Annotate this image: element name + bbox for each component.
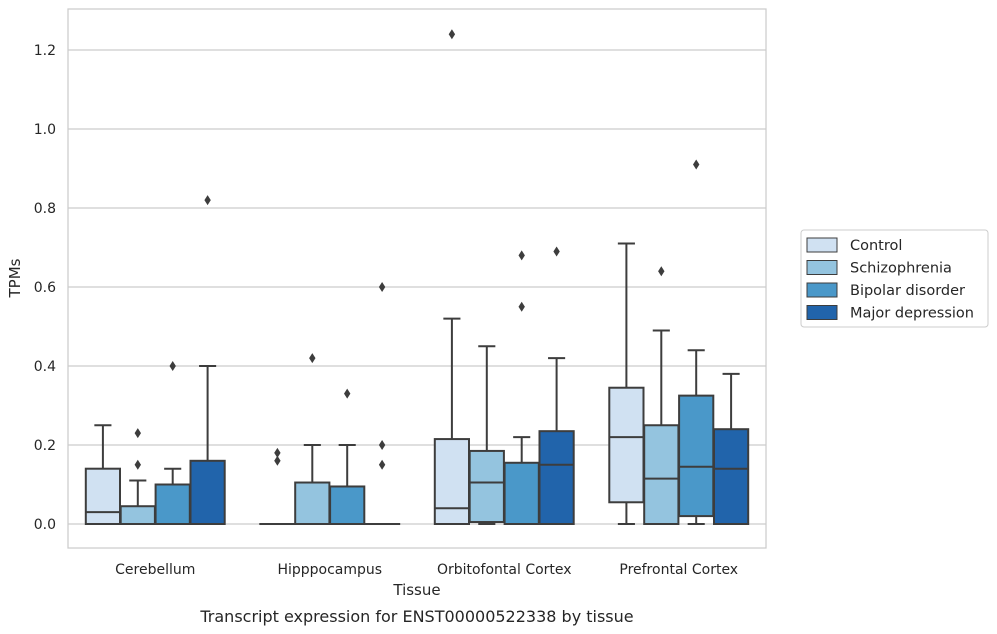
legend-swatch [806,260,838,275]
box-body [189,459,226,525]
box-3-0 [608,242,645,525]
legend-swatch [806,305,838,320]
y-tick-label: 0.8 [34,201,56,217]
box-2-1 [468,345,505,525]
box-3-3 [712,372,750,526]
outlier-point [378,459,386,470]
x-tick-labels: Cerebellum Hipppocampus Orbitofontal Corte… [115,562,738,578]
legend-label: Control [850,238,902,254]
box-1-2 [329,388,366,526]
x-axis-label: Tissue [392,581,440,599]
box-2-2 [503,250,540,525]
outlier-point [378,282,386,292]
box-body [329,485,366,526]
box-0-3 [189,195,226,525]
outlier-point [274,455,281,466]
box-body [643,424,680,525]
y-tick-label: 0.0 [34,517,56,533]
legend-label: Schizophrenia [850,261,952,277]
box-0-1 [119,428,156,526]
outlier-point [553,246,560,257]
x-tick-label: Prefrontal Cortex [619,562,738,578]
outlier-point [134,428,141,439]
y-tick-labels: 0.0 0.2 0.4 0.6 0.8 1.0 1.2 [34,43,56,533]
box-body [433,438,471,526]
y-tick-label: 0.6 [34,280,56,296]
y-tick-label: 0.4 [34,359,56,375]
legend: Control Schizophrenia Bipolar disorder Majo… [800,229,989,328]
box-3-1 [643,266,680,525]
y-tick-label: 1.2 [34,43,56,59]
x-tick-label: Orbitofontal Cortex [437,562,572,578]
box-body [119,505,156,526]
y-tick-label: 1.0 [34,122,56,138]
outlier-point [378,440,386,450]
outlier-point [274,447,281,458]
box-1-1 [294,353,331,525]
box-body [84,467,122,526]
outlier-point [658,266,665,277]
box-0-0 [84,424,122,526]
outlier-point [518,250,525,261]
boxes [84,29,750,526]
legend-swatch [806,282,838,298]
box-2-3 [538,246,575,525]
box-3-2 [678,159,715,525]
box-body [608,386,645,504]
outlier-point [169,361,176,371]
outlier-point [518,301,525,312]
outlier-point [693,159,700,170]
y-axis-label: TPMs [6,258,24,298]
box-body [154,483,191,525]
box-1-3 [363,282,401,526]
box-body [294,481,331,525]
box-body [538,430,575,525]
x-tick-label: Cerebellum [115,562,195,578]
y-tick-label: 0.2 [34,438,56,454]
box-body [503,461,540,525]
chart-caption: Transcript expression for ENST0000052233… [199,607,633,626]
x-tick-label: Hipppocampus [277,562,382,578]
legend-label: Major depression [850,306,974,322]
legend-swatch [806,237,838,253]
plot-frame [67,8,767,549]
legend-box [800,229,989,328]
box-body [678,394,715,518]
outlier-point [309,353,316,364]
outlier-point [204,195,211,206]
box-body [468,449,505,524]
outlier-point [134,459,141,470]
legend-label: Bipolar disorder [850,283,965,299]
box-2-0 [433,29,471,526]
box-body [712,428,750,526]
outlier-point [448,29,456,40]
outlier-point [344,388,351,399]
